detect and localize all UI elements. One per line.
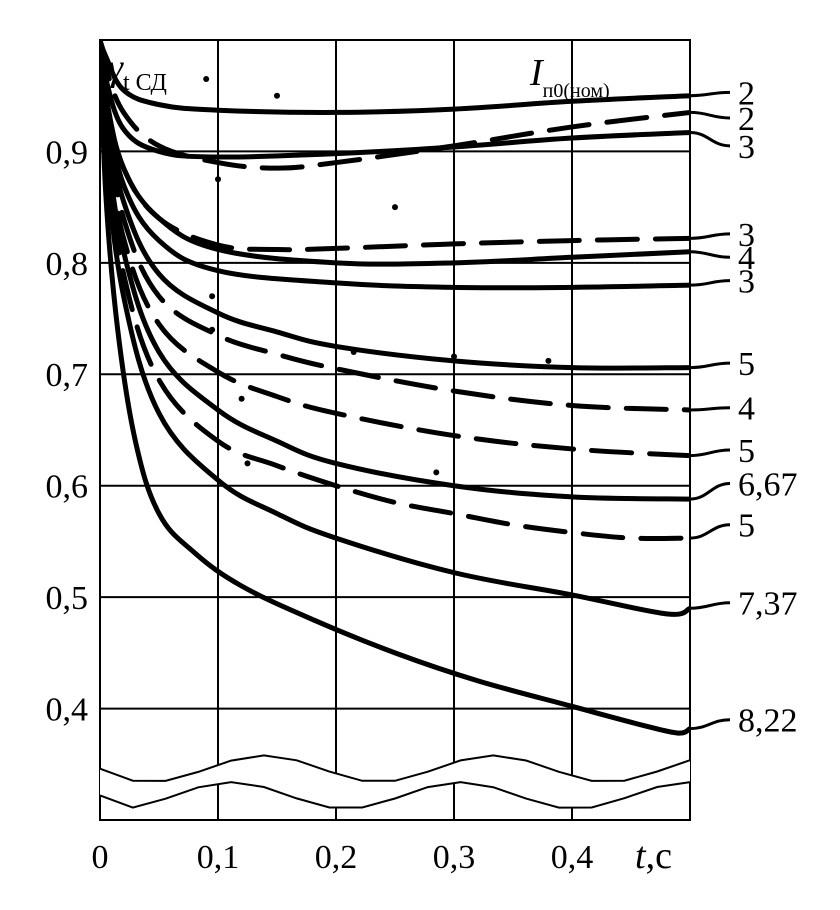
y-tick-label: 0,9 (46, 134, 89, 171)
y-tick-label: 0,7 (46, 357, 89, 394)
x-axis-label: t,с (635, 835, 672, 877)
scatter-dot (203, 76, 209, 82)
scatter-dot (433, 469, 439, 475)
curve-label: 7,37 (738, 586, 798, 623)
curve-label: 3 (738, 264, 755, 301)
curve-label: 5 (738, 508, 755, 545)
y-tick-label: 0,5 (46, 580, 89, 617)
curve-label: 6,67 (738, 466, 798, 503)
scatter-dot (209, 327, 215, 333)
chart-svg: 2233435456,6757,378,2200,10,20,30,40,40,… (0, 0, 840, 910)
x-tick-label: 0,1 (197, 839, 240, 876)
y-tick-label: 0,6 (46, 469, 89, 506)
y-tick-label: 0,4 (46, 691, 89, 728)
scatter-dot (351, 349, 357, 355)
scatter-dot (209, 293, 215, 299)
y-tick-label: 0,8 (46, 246, 89, 283)
x-tick-label: 0,2 (315, 839, 358, 876)
scatter-dot (451, 353, 457, 359)
curve-label: 5 (738, 346, 755, 383)
scatter-dot (545, 358, 551, 364)
scatter-dot (215, 176, 221, 182)
scatter-dot (392, 204, 398, 210)
scatter-dot (386, 148, 392, 154)
x-tick-label: 0,3 (433, 839, 476, 876)
scatter-dot (274, 93, 280, 99)
scatter-dot (245, 460, 251, 466)
curve-label: 3 (738, 129, 755, 166)
chart-container: 2233435456,6757,378,2200,10,20,30,40,40,… (0, 0, 840, 910)
scatter-dot (239, 396, 245, 402)
curve-label: 8,22 (738, 703, 798, 740)
curve-label: 4 (738, 391, 755, 428)
x-tick-label: 0,4 (551, 839, 594, 876)
curve-label: 5 (738, 433, 755, 470)
x-tick-label: 0 (92, 839, 109, 876)
